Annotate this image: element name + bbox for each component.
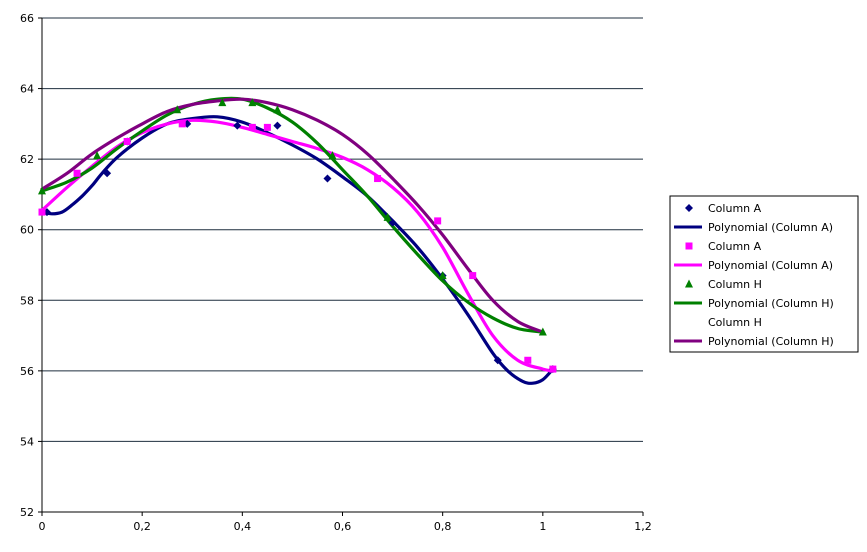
legend-label-1: Polynomial (Column A)	[708, 221, 833, 234]
series-2-point-4	[248, 123, 256, 131]
y-tick-label-3: 58	[20, 294, 34, 307]
gridlines	[42, 17, 643, 513]
y-tick-label-2: 56	[20, 365, 34, 378]
y-tick-label-0: 52	[20, 506, 34, 519]
series-4-point-0	[38, 186, 46, 195]
series-0-point-5	[273, 121, 282, 130]
series-0-point-1	[103, 169, 112, 178]
legend-swatch-0	[685, 204, 693, 212]
legend-label-5: Polynomial (Column H)	[708, 297, 834, 310]
series-4-point-3	[218, 98, 227, 107]
x-tick-label-1: 0,2	[133, 520, 151, 533]
y-tick-label-4: 60	[20, 224, 34, 237]
series-2-point-9	[524, 356, 532, 364]
series-4-point-8	[438, 271, 447, 280]
axes: 52 54 56 58 60 62 64 66 0 0,2 0,4 0,6 0,8 1 1,2	[20, 12, 652, 533]
x-tick-label-4: 0,8	[434, 520, 452, 533]
legend-swatch-4	[685, 279, 693, 288]
series-4-point-4	[248, 98, 257, 107]
x-tick-label-6: 1,2	[634, 520, 652, 533]
legend-box	[669, 195, 859, 353]
legend-label-6: Column H	[708, 316, 762, 329]
y-tick-label-5: 62	[20, 153, 34, 166]
series-4-point-1	[93, 151, 102, 160]
series-0-point-4	[233, 121, 242, 130]
series-2-point-0	[38, 208, 46, 216]
legend: Column A Polynomial (Column A) Column A Pol…	[669, 195, 859, 353]
series-2-point-6	[374, 175, 382, 183]
series-7-curve	[40, 97, 545, 334]
plot-area	[38, 96, 557, 385]
legend-label-4: Column H	[708, 278, 762, 291]
y-tick-label-1: 54	[20, 435, 34, 448]
series-2-point-10	[549, 365, 557, 373]
series-2-point-7	[434, 217, 442, 225]
x-tick-label-0: 0	[39, 520, 46, 533]
y-tick-label-6: 64	[20, 83, 34, 96]
series-0-point-6	[323, 174, 332, 183]
series-2-point-1	[73, 169, 81, 177]
legend-label-7: Polynomial (Column H)	[708, 335, 834, 348]
series-4-point-5	[273, 105, 282, 114]
series-4-point-7	[383, 212, 392, 221]
y-tick-label-7: 66	[20, 12, 34, 25]
series-2-point-3	[178, 120, 186, 128]
series-2-point-8	[469, 272, 477, 280]
series-4-point-9	[538, 327, 547, 336]
series-5-curve	[40, 96, 545, 334]
series-2-point-5	[263, 123, 271, 131]
legend-swatch-2	[685, 242, 693, 250]
legend-label-0: Column A	[708, 202, 762, 215]
legend-label-3: Polynomial (Column A)	[708, 259, 833, 272]
series-0-point-9	[493, 356, 502, 365]
series-4-point-2	[173, 105, 182, 114]
legend-label-2: Column A	[708, 240, 762, 253]
x-tick-label-3: 0,6	[334, 520, 352, 533]
series-1-curve	[40, 115, 555, 385]
x-tick-label-2: 0,4	[234, 520, 252, 533]
x-tick-label-5: 1	[539, 520, 546, 533]
series-4-point-6	[328, 151, 337, 160]
series-2-point-2	[123, 138, 131, 145]
